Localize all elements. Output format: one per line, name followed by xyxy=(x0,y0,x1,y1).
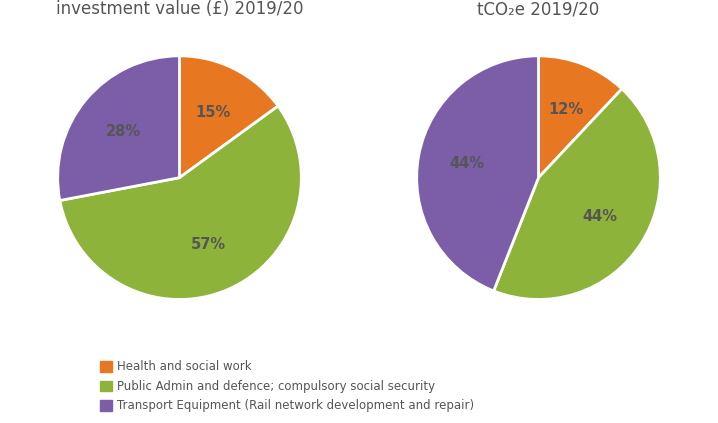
Wedge shape xyxy=(180,56,278,178)
Legend: Health and social work, Public Admin and defence; compulsory social security, Tr: Health and social work, Public Admin and… xyxy=(95,356,480,417)
Text: 15%: 15% xyxy=(195,105,230,120)
Wedge shape xyxy=(494,89,661,299)
Text: 12%: 12% xyxy=(548,102,583,117)
Text: 57%: 57% xyxy=(191,237,226,252)
Title: Investment property split by
tCO₂e 2019/20: Investment property split by tCO₂e 2019/… xyxy=(420,0,657,18)
Title: Investment property split by
investment value (£) 2019/20: Investment property split by investment … xyxy=(56,0,303,18)
Text: 44%: 44% xyxy=(583,209,617,224)
Text: 44%: 44% xyxy=(449,157,484,171)
Wedge shape xyxy=(538,56,622,178)
Wedge shape xyxy=(57,56,180,201)
Wedge shape xyxy=(60,106,302,299)
Text: 28%: 28% xyxy=(106,124,141,139)
Wedge shape xyxy=(416,56,538,291)
